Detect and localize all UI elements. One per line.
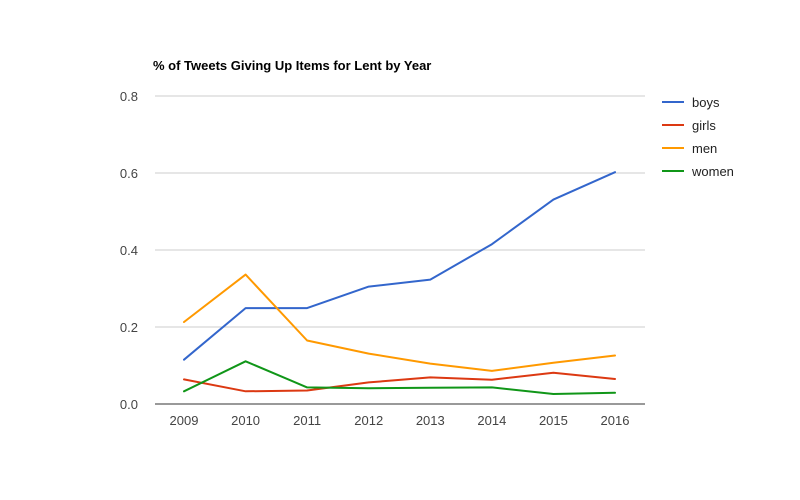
series-line-men bbox=[183, 273, 616, 372]
chart-title: % of Tweets Giving Up Items for Lent by … bbox=[153, 58, 431, 73]
legend-label-women: women bbox=[691, 164, 734, 179]
legend: boys girls men women bbox=[662, 95, 734, 179]
y-tick-label: 0.8 bbox=[120, 89, 138, 104]
x-tick-label: 2012 bbox=[354, 413, 383, 428]
legend-label-boys: boys bbox=[692, 95, 720, 110]
grid bbox=[155, 95, 645, 328]
series-lines bbox=[183, 171, 616, 395]
y-axis-ticks: 0.0 0.2 0.4 0.6 0.8 bbox=[120, 89, 138, 412]
legend-label-men: men bbox=[692, 141, 717, 156]
x-tick-label: 2013 bbox=[416, 413, 445, 428]
legend-label-girls: girls bbox=[692, 118, 716, 133]
x-axis-ticks: 2009 2010 2011 2012 2013 2014 2015 2016 bbox=[170, 413, 630, 428]
series-line-boys bbox=[183, 171, 616, 361]
x-tick-label: 2011 bbox=[293, 413, 321, 428]
x-tick-label: 2010 bbox=[231, 413, 260, 428]
y-tick-label: 0.4 bbox=[120, 243, 138, 258]
x-tick-label: 2016 bbox=[601, 413, 630, 428]
x-tick-label: 2014 bbox=[477, 413, 506, 428]
x-tick-label: 2009 bbox=[170, 413, 199, 428]
y-tick-label: 0.6 bbox=[120, 166, 138, 181]
series-line-girls bbox=[183, 371, 616, 393]
x-tick-label: 2015 bbox=[539, 413, 568, 428]
series-line-women bbox=[183, 360, 616, 395]
y-tick-label: 0.2 bbox=[120, 320, 138, 335]
y-tick-label: 0.0 bbox=[120, 397, 138, 412]
